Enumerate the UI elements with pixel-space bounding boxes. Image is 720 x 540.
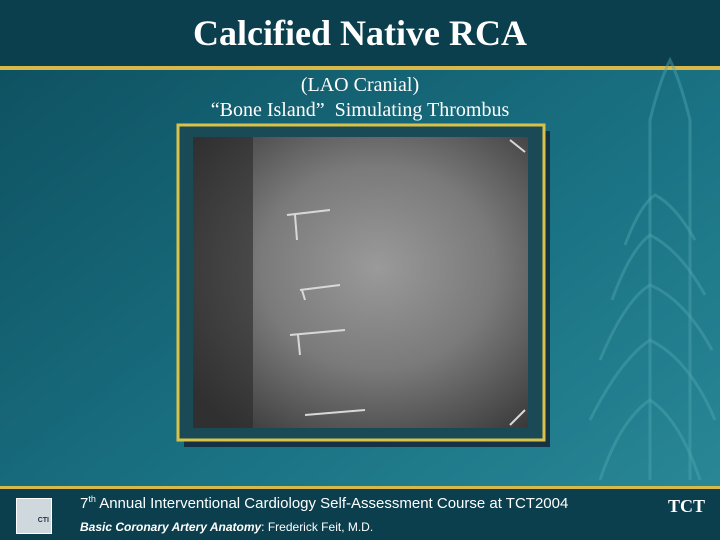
- logo-left: CTI: [16, 498, 52, 534]
- subtitle: “Bone Island” Simulating Thrombus: [210, 99, 510, 121]
- author: : Frederick Feit, M.D.: [261, 520, 374, 534]
- course-text: Annual Interventional Cardiology Self-As…: [95, 495, 569, 512]
- logo-right: TCT: [668, 496, 706, 516]
- subtitle: (LAO Cranial): [300, 74, 420, 96]
- course-number: 7: [80, 495, 89, 512]
- topic-line: Basic Coronary Artery Anatomy: Frederick…: [80, 520, 373, 534]
- slide-title: Calcified Native RCA: [193, 13, 527, 53]
- course-line: 7th Annual Interventional Cardiology Sel…: [80, 494, 568, 512]
- topic: Basic Coronary Artery Anatomy: [80, 520, 262, 534]
- course-suffix: th: [88, 494, 96, 504]
